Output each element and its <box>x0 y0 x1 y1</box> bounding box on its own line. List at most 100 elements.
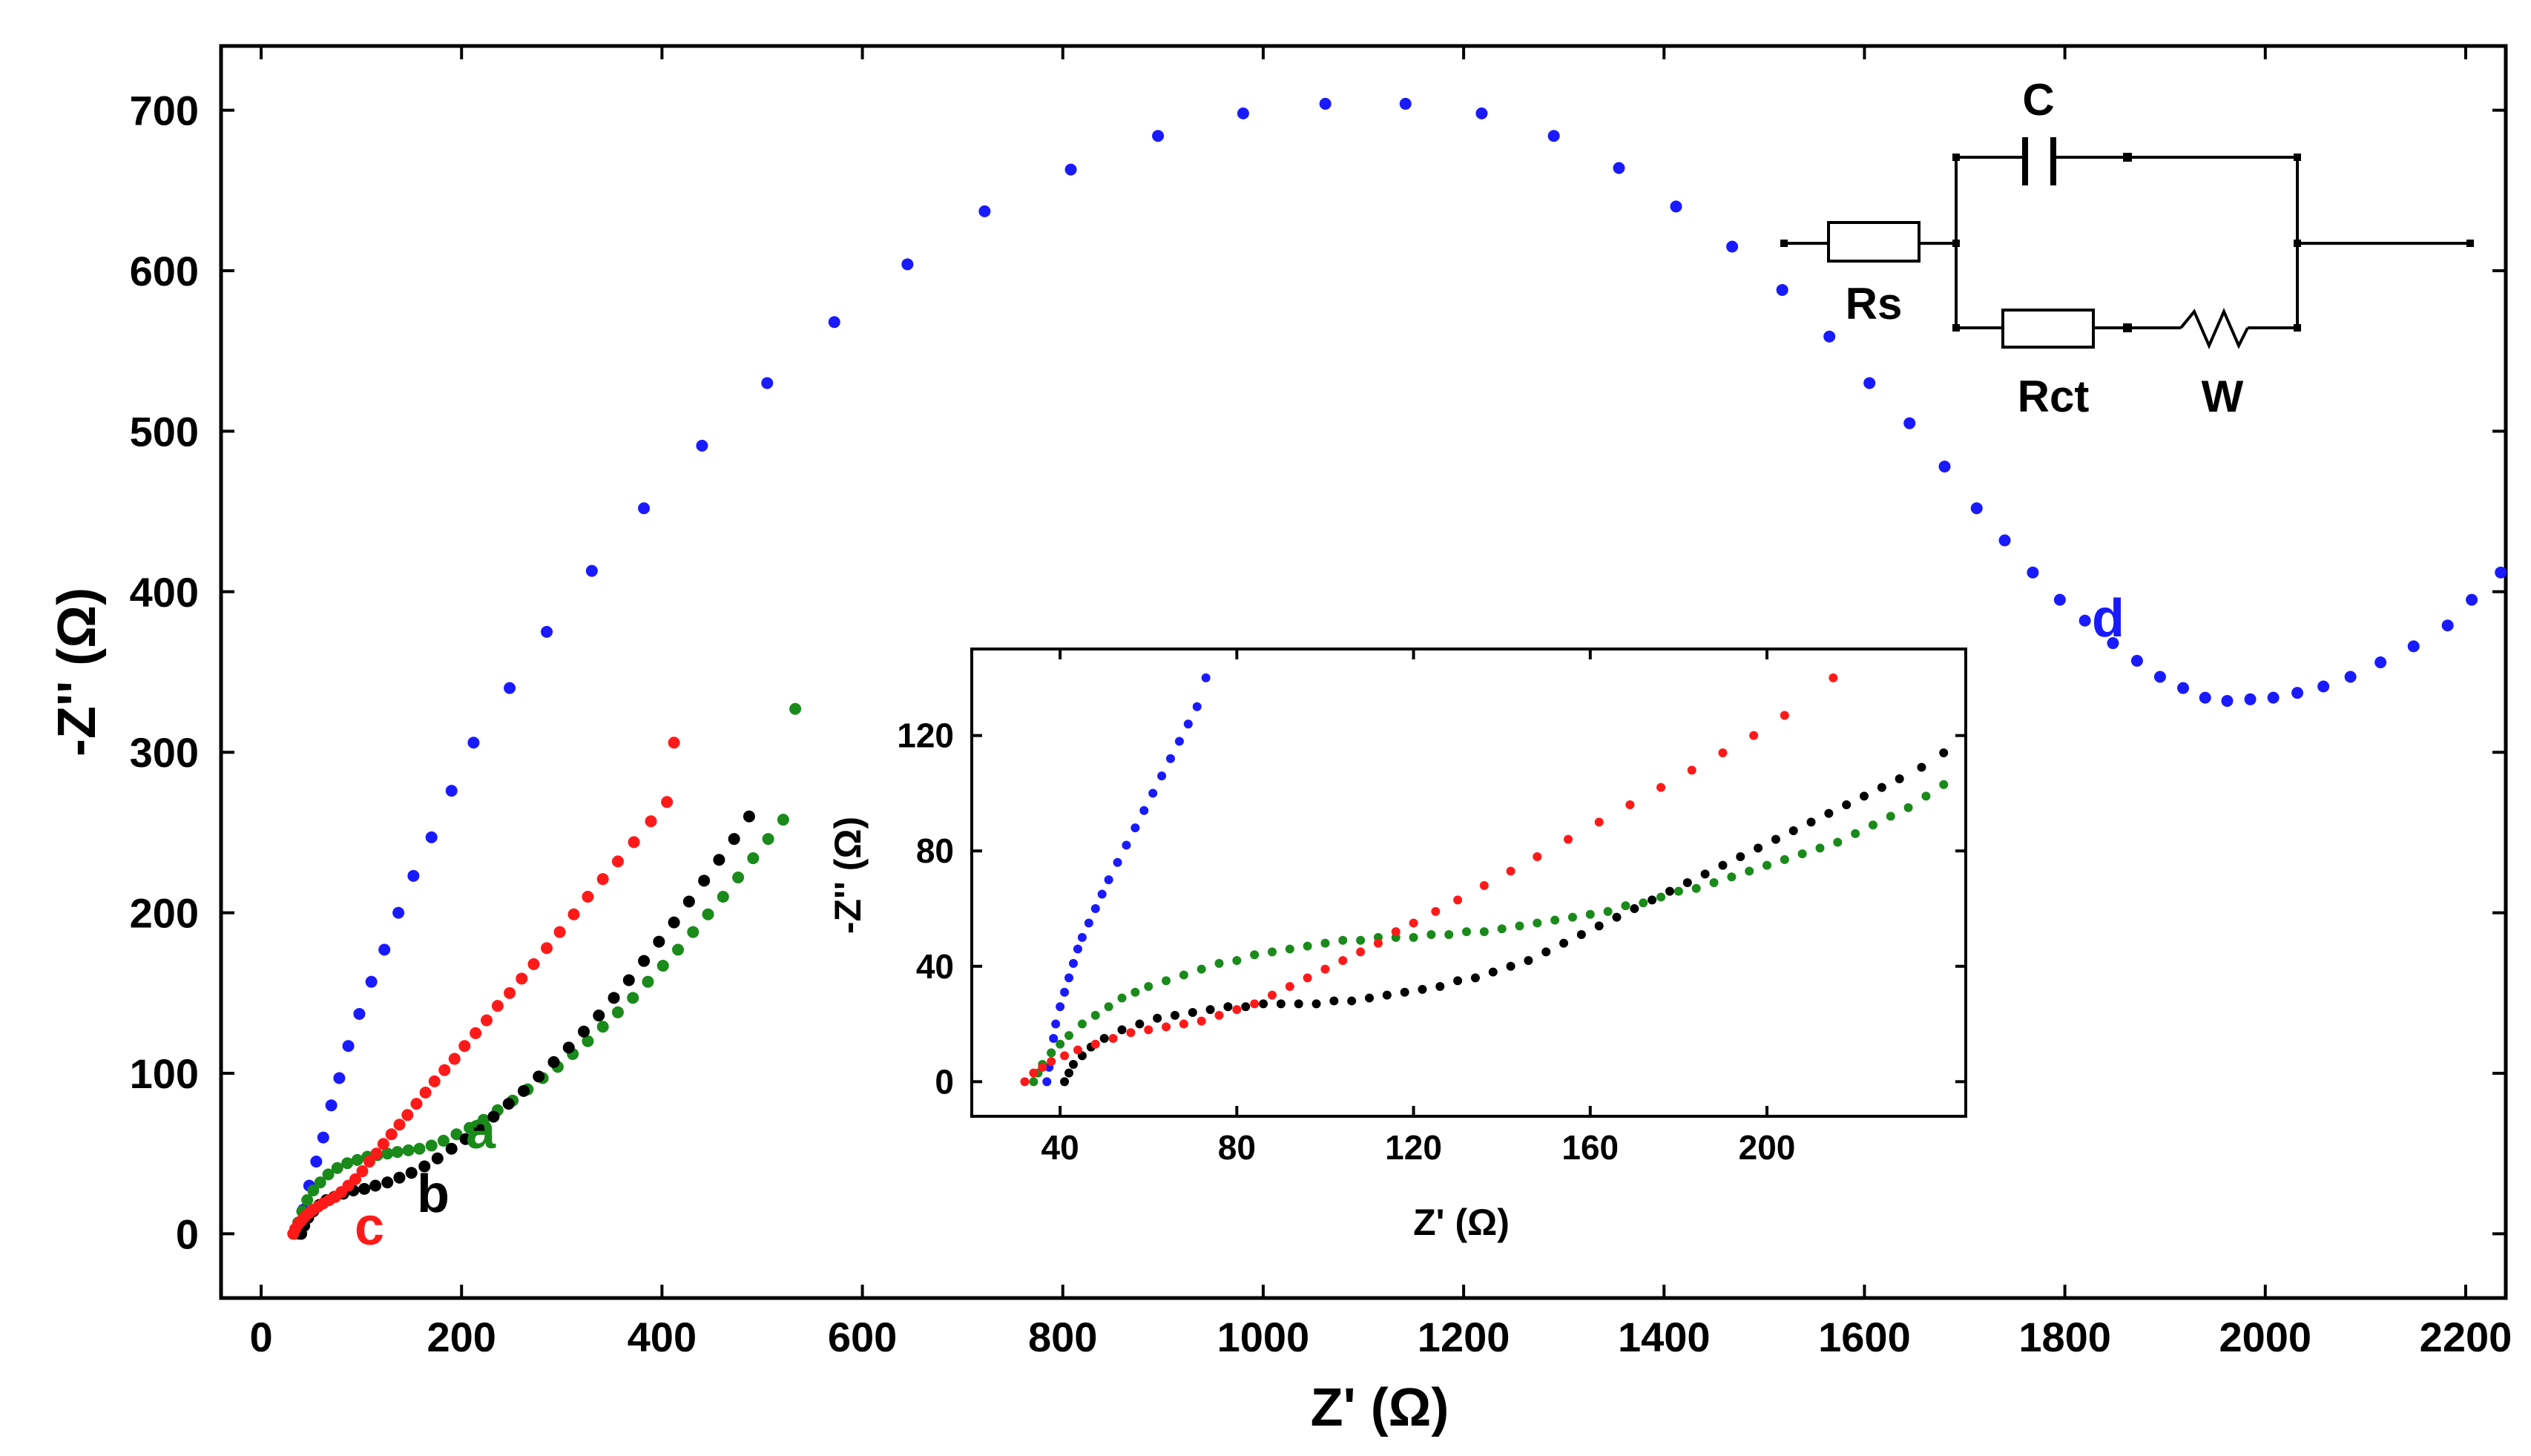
main-series-layer <box>287 97 2507 1240</box>
inset-point-a <box>1462 927 1472 937</box>
main-point-b <box>668 916 680 929</box>
inset-point-d <box>1183 719 1193 729</box>
inset-point-a <box>1497 924 1507 934</box>
series-label-a: a <box>466 1101 496 1160</box>
circuit-node <box>2123 153 2132 162</box>
main-point-c <box>668 737 680 749</box>
main-point-c <box>419 1086 432 1098</box>
inset-point-b <box>1453 976 1463 986</box>
inset-point-a <box>1179 970 1188 980</box>
main-point-c <box>356 1165 369 1178</box>
inset-series-c <box>1020 673 1838 1087</box>
inset-point-b <box>1630 904 1639 913</box>
inset-x-axis: 40 80 120 160 200 <box>1041 649 1795 1167</box>
inset-point-a <box>1077 1019 1087 1029</box>
inset-point-b <box>1718 860 1728 870</box>
main-point-d <box>2495 566 2507 579</box>
main-x-tick-label: 1600 <box>1818 1314 1911 1360</box>
main-point-d <box>378 943 391 956</box>
inset-point-d <box>1042 1077 1052 1087</box>
inset-point-d <box>1097 889 1107 899</box>
inset-point-d <box>1122 840 1131 850</box>
inset-point-b <box>1329 996 1339 1006</box>
inset-point-a <box>1603 906 1613 916</box>
inset-point-c <box>1179 1019 1188 1029</box>
inset-point-a <box>1709 878 1719 887</box>
inset-point-b <box>1648 895 1657 905</box>
main-x-tick-label: 400 <box>628 1314 697 1360</box>
inset-point-b <box>1347 996 1357 1006</box>
main-x-tick-label: 1800 <box>2018 1314 2111 1360</box>
main-point-d <box>2244 693 2257 705</box>
main-x-tick-label: 800 <box>1028 1314 1097 1360</box>
inset-point-b <box>1117 1025 1127 1035</box>
main-point-c <box>596 873 609 886</box>
inset-point-a <box>1426 930 1436 939</box>
inset-point-b <box>1824 808 1834 818</box>
inset-point-d <box>1139 806 1149 815</box>
inset-point-c <box>1373 938 1383 948</box>
inset-point-d <box>1130 823 1140 833</box>
main-point-d <box>2221 694 2234 707</box>
inset-point-a <box>1029 1077 1039 1087</box>
main-point-b <box>459 1133 472 1145</box>
inset-point-b <box>1311 999 1321 1009</box>
main-y-tick-label: 600 <box>130 248 199 294</box>
main-point-a <box>341 1157 354 1170</box>
main-point-b <box>473 1121 486 1134</box>
inset-series-a <box>1029 780 1949 1087</box>
inset-point-d <box>1049 1034 1059 1043</box>
inset-point-c <box>1250 999 1260 1009</box>
main-point-a <box>762 833 774 846</box>
main-point-a <box>656 960 669 972</box>
inset-point-b <box>1068 1060 1078 1069</box>
inset-point-c <box>1162 1022 1171 1032</box>
main-point-a <box>331 1162 343 1174</box>
main-point-a <box>717 890 729 903</box>
main-point-d <box>1613 162 1625 174</box>
inset-point-b <box>1524 956 1533 965</box>
main-point-b <box>418 1160 431 1173</box>
inset-point-b <box>1470 973 1480 983</box>
inset-point-a <box>1585 909 1595 919</box>
main-point-d <box>1319 97 1332 110</box>
main-point-c <box>628 836 640 849</box>
main-point-d <box>901 258 914 271</box>
inset-point-b <box>1060 1077 1070 1087</box>
inset-point-a <box>1745 866 1754 876</box>
inset-point-a <box>1639 898 1648 908</box>
main-point-d <box>978 205 991 217</box>
main-x-tick-label: 200 <box>427 1314 496 1360</box>
main-point-b <box>405 1167 418 1179</box>
main-point-d <box>333 1072 346 1084</box>
series-label-b: b <box>417 1165 450 1224</box>
inset-point-c <box>1625 800 1635 809</box>
inset-point-b <box>1842 800 1852 809</box>
inset-point-a <box>1673 886 1683 896</box>
inset-y-tick-label: 80 <box>916 831 954 870</box>
main-point-a <box>413 1142 426 1155</box>
main-point-b <box>369 1179 382 1192</box>
inset-point-b <box>1736 852 1745 861</box>
main-point-c <box>541 942 553 955</box>
main-point-a <box>301 1193 314 1206</box>
main-point-a <box>381 1147 394 1160</box>
inset-point-c <box>1232 1005 1242 1015</box>
inset-point-c <box>1687 765 1696 775</box>
inset-point-c <box>1656 783 1666 792</box>
main-x-axis-title: Z' (Ω) <box>1311 1378 1449 1437</box>
main-plot: 0 200 400 600 800 1000 1200 1400 1600 1800 2000 220… <box>47 44 2512 1437</box>
inset-point-c <box>1479 880 1489 890</box>
inset-point-b <box>1917 762 1926 772</box>
inset-point-a <box>1886 811 1895 821</box>
inset-point-d <box>1084 918 1093 928</box>
inset-point-b <box>1806 817 1816 827</box>
warburg-element-w <box>2179 307 2249 350</box>
main-point-d <box>365 975 378 988</box>
main-point-a <box>642 975 654 988</box>
inset-point-b <box>1559 938 1569 948</box>
main-point-d <box>353 1007 366 1020</box>
main-point-d <box>2317 680 2330 693</box>
inset-point-d <box>1157 771 1167 781</box>
main-point-a <box>789 702 802 715</box>
